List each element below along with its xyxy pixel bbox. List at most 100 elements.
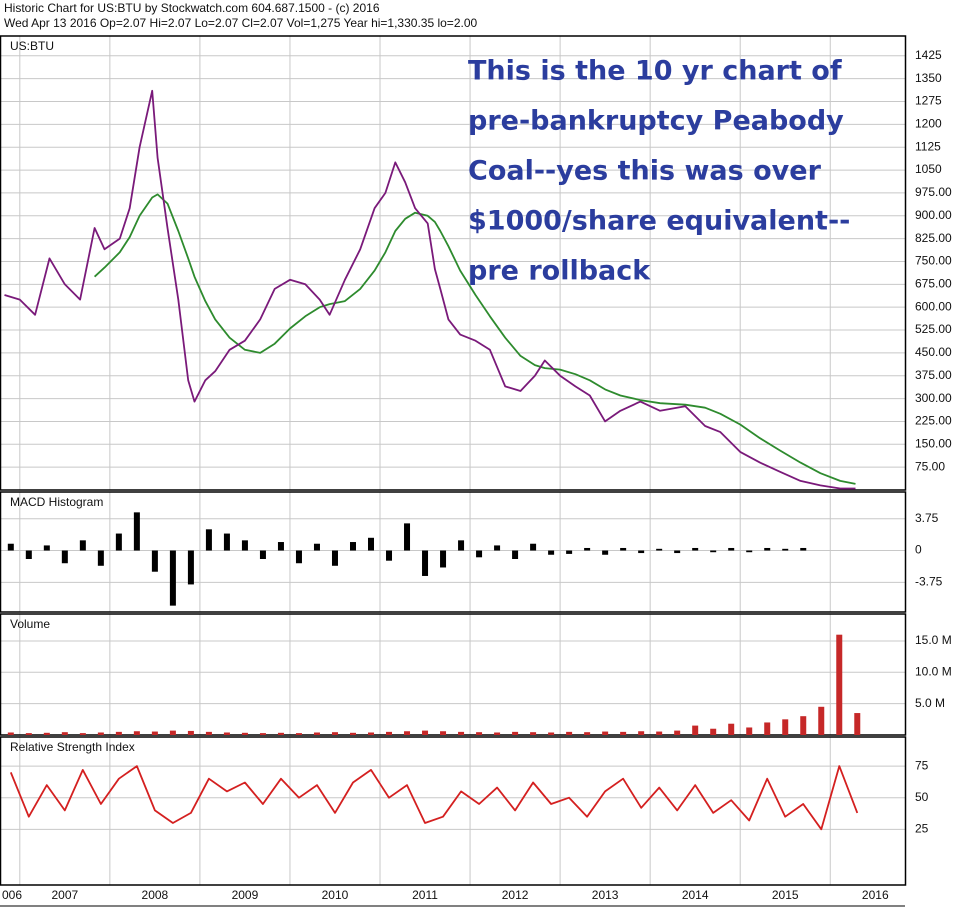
y-tick-label: 75.00 <box>915 459 945 473</box>
y-tick-label: 10.0 M <box>915 664 952 678</box>
bar <box>259 550 266 559</box>
header-title: Historic Chart for US:BTU by Stockwatch.… <box>4 1 380 15</box>
bar <box>854 713 861 735</box>
panel-title: MACD Histogram <box>10 495 103 509</box>
bar <box>79 540 86 551</box>
panel-frame <box>0 35 907 491</box>
panel-title: Relative Strength Index <box>10 740 135 754</box>
bar <box>476 550 483 558</box>
bar <box>674 730 681 735</box>
bar <box>368 732 375 735</box>
bar <box>800 716 807 735</box>
x-tick-label: 006 <box>2 888 22 902</box>
bar <box>259 733 266 735</box>
bar <box>584 732 591 735</box>
panel-frame <box>0 736 907 886</box>
y-tick-label: 0 <box>915 543 922 557</box>
x-tick-label: 2008 <box>142 888 169 902</box>
bar <box>764 722 771 735</box>
bar <box>494 545 501 551</box>
bar <box>43 732 50 735</box>
bar <box>800 547 807 551</box>
bar <box>277 732 284 735</box>
panel-title: Volume <box>10 617 50 631</box>
bar <box>692 547 699 551</box>
bar <box>79 733 86 735</box>
y-tick-label: 1200 <box>915 117 942 131</box>
annotation: Coal--yes this was over <box>468 156 822 187</box>
bar <box>133 512 140 551</box>
bar <box>97 732 104 735</box>
bar <box>386 550 393 561</box>
bar <box>566 731 573 735</box>
bar <box>602 550 609 555</box>
bar <box>151 550 158 572</box>
bar <box>512 550 519 559</box>
bar <box>331 732 338 735</box>
y-tick-label: 300.00 <box>915 391 952 405</box>
bar <box>313 732 320 735</box>
y-tick-label: 5.0 M <box>915 696 945 710</box>
y-tick-label: 25 <box>915 822 929 836</box>
annotation: pre-bankruptcy Peabody <box>468 106 844 137</box>
y-tick-label: 1425 <box>915 48 942 62</box>
y-tick-label: 750.00 <box>915 254 952 268</box>
bar <box>782 719 789 735</box>
bar <box>530 543 537 551</box>
bar <box>169 730 176 735</box>
bar <box>223 732 230 735</box>
bar <box>692 725 699 735</box>
bar <box>331 550 338 566</box>
bar <box>404 523 411 551</box>
bar <box>115 533 122 551</box>
y-tick-label: -3.75 <box>915 574 943 588</box>
x-tick-label: 2013 <box>592 888 619 902</box>
bar <box>61 550 68 564</box>
bar <box>620 547 627 551</box>
x-tick-label: 2014 <box>682 888 709 902</box>
bar <box>728 723 735 735</box>
series-line <box>93 193 856 485</box>
bar <box>764 547 771 551</box>
bar <box>476 732 483 735</box>
bar <box>115 731 122 735</box>
y-tick-label: 15.0 M <box>915 633 952 647</box>
bar <box>25 550 32 559</box>
bar <box>404 731 411 735</box>
bar <box>584 547 591 551</box>
annotation: This is the 10 yr chart of <box>468 56 842 87</box>
y-tick-label: 1050 <box>915 162 942 176</box>
header-quote: Wed Apr 13 2016 Op=2.07 Hi=2.07 Lo=2.07 … <box>4 16 477 30</box>
y-tick-label: 675.00 <box>915 277 952 291</box>
bar <box>728 547 735 551</box>
y-tick-label: 150.00 <box>915 436 952 450</box>
bar <box>710 550 717 553</box>
bar <box>530 732 537 735</box>
bar <box>169 550 176 606</box>
y-tick-label: 50 <box>915 790 929 804</box>
y-tick-label: 3.75 <box>915 511 939 525</box>
bar <box>349 542 356 551</box>
series-line <box>4 89 856 490</box>
bar <box>97 550 104 566</box>
y-tick-label: 75 <box>915 758 929 772</box>
bar <box>7 543 14 551</box>
y-tick-label: 225.00 <box>915 414 952 428</box>
bar <box>25 733 32 735</box>
bar <box>422 730 429 735</box>
y-tick-label: 525.00 <box>915 322 952 336</box>
bar <box>440 731 447 735</box>
panel-frame <box>0 613 907 736</box>
bar <box>494 732 501 735</box>
bar <box>548 732 555 735</box>
bar <box>349 732 356 735</box>
bar <box>7 732 14 735</box>
bar <box>440 550 447 568</box>
y-tick-label: 900.00 <box>915 208 952 222</box>
bar <box>710 728 717 735</box>
series-line <box>9 765 859 831</box>
annotation: pre rollback <box>468 256 651 287</box>
bar <box>836 634 843 735</box>
